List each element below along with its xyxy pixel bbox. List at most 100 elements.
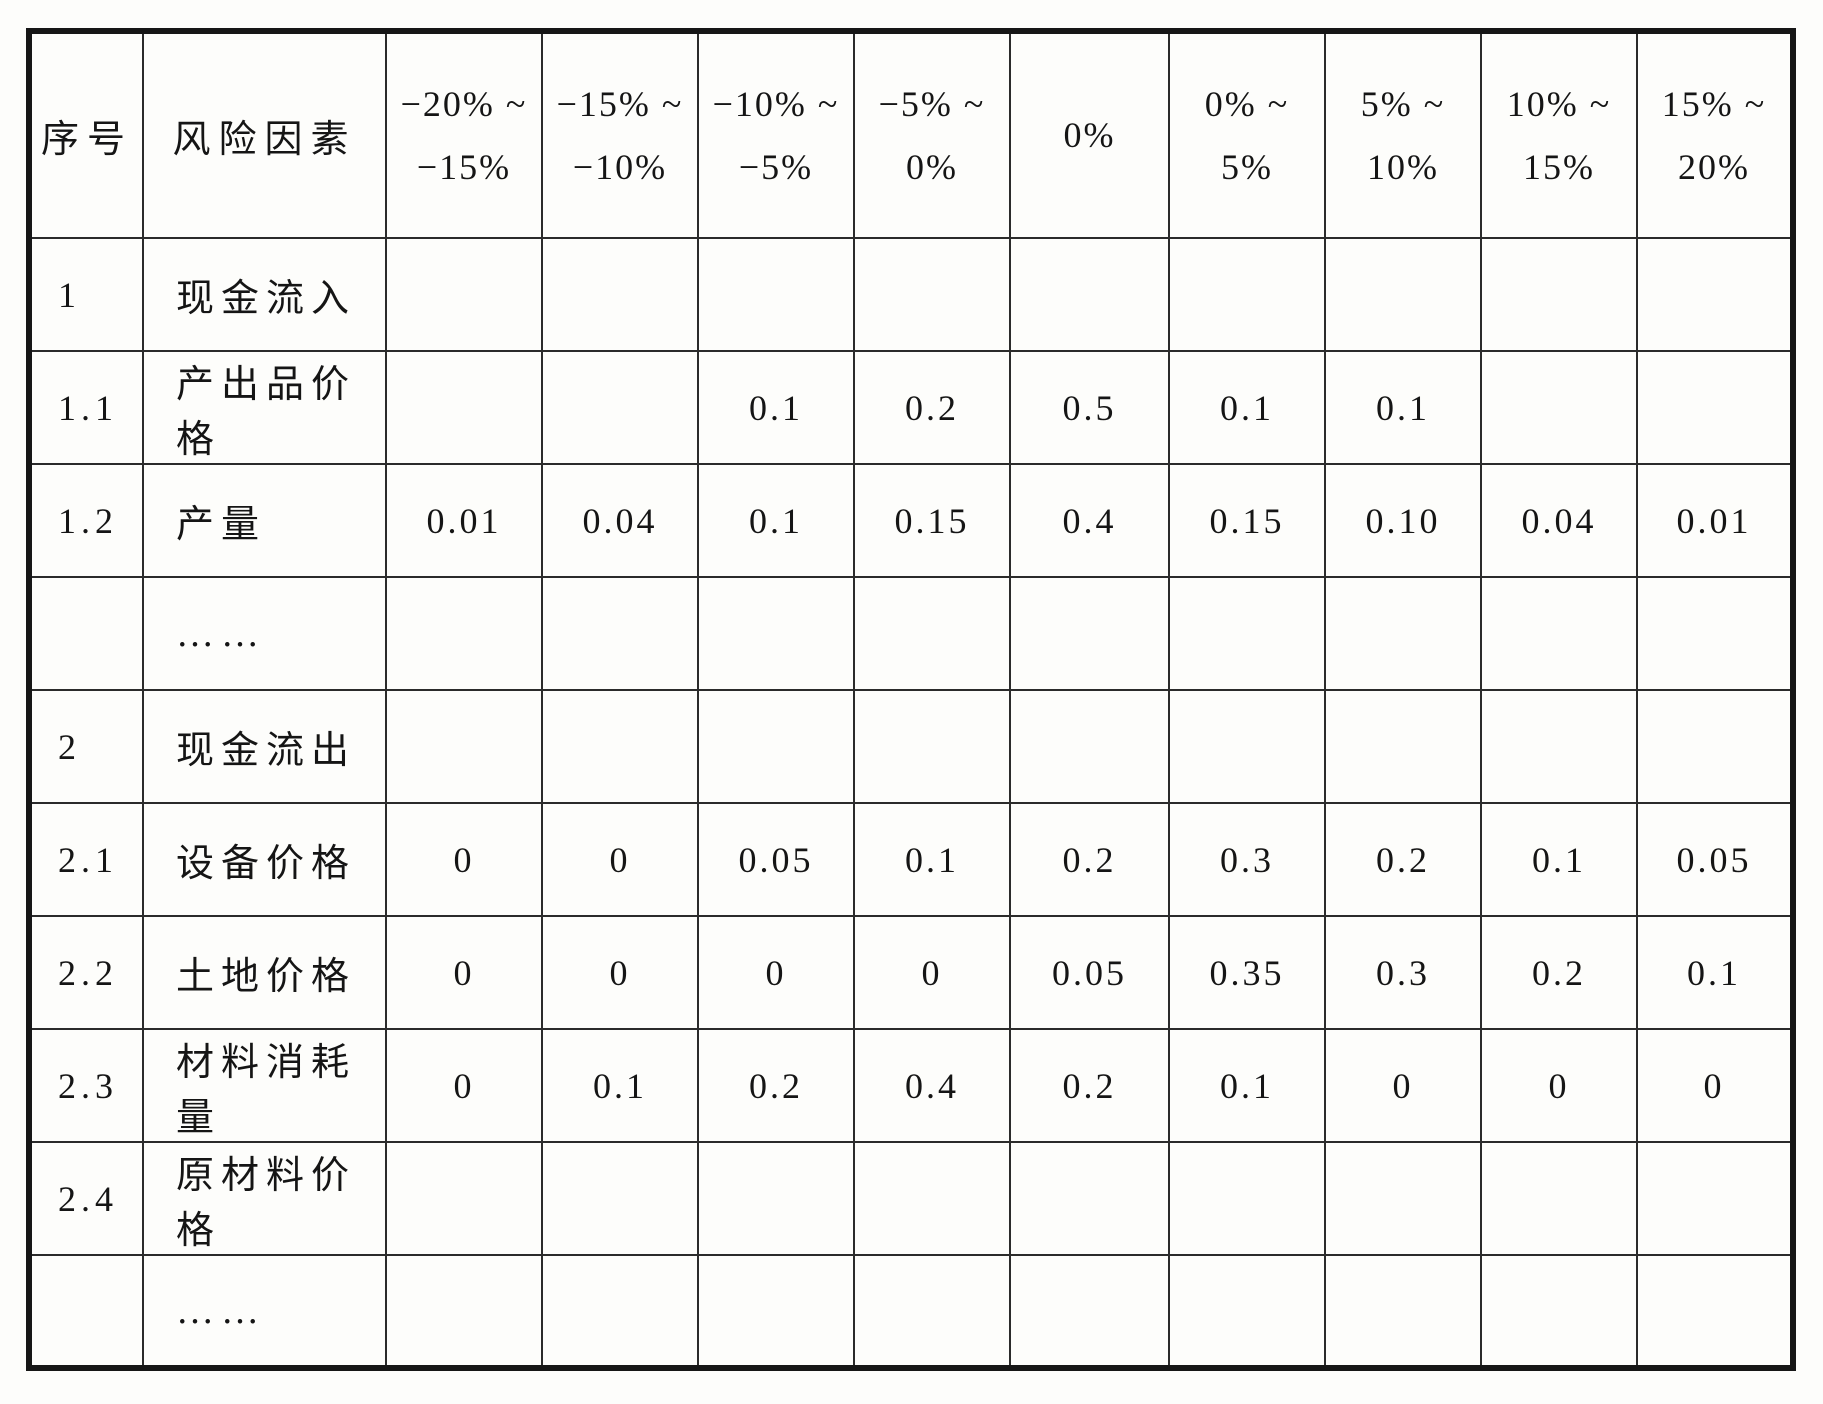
cell-value: 0.2 (1009, 1028, 1170, 1143)
cell-value: 0.01 (385, 463, 543, 578)
cell-value: 0.2 (1324, 802, 1482, 917)
cell-value: 0.2 (697, 1028, 855, 1143)
table-row-land-price: 2.2 土地价格 0 0 0 0 0.05 0.35 0.3 0.2 0.1 (28, 915, 1794, 1030)
cell-value (541, 237, 699, 352)
cell-value (385, 689, 543, 804)
cell-factor: 材料消耗量 (142, 1028, 387, 1143)
cell-value: 0.05 (1009, 915, 1170, 1030)
header-row: 序号 风险因素 −20% ~ −15% −15% ~ −10% −10% ~ −… (28, 30, 1794, 239)
cell-value (1636, 1141, 1794, 1256)
cell-value: 0 (385, 802, 543, 917)
table-row-ellipsis: …… (28, 1254, 1794, 1369)
cell-value: 0.1 (1168, 350, 1326, 465)
cell-factor: 设备价格 (142, 802, 387, 917)
table-header: 序号 风险因素 −20% ~ −15% −15% ~ −10% −10% ~ −… (28, 30, 1794, 239)
cell-value (1324, 1254, 1482, 1369)
cell-value (853, 237, 1011, 352)
col-header-range-neg15-neg10: −15% ~ −10% (541, 30, 699, 239)
cell-value (1480, 1254, 1638, 1369)
cell-value (541, 350, 699, 465)
col-header-range-5-10: 5% ~ 10% (1324, 30, 1482, 239)
cell-value: 0.4 (1009, 463, 1170, 578)
cell-value: 0.04 (1480, 463, 1638, 578)
cell-value: 0 (853, 915, 1011, 1030)
cell-factor: 土地价格 (142, 915, 387, 1030)
cell-value (697, 237, 855, 352)
cell-value: 0.3 (1168, 802, 1326, 917)
col-header-range-10-15: 10% ~ 15% (1480, 30, 1638, 239)
cell-value: 0 (541, 915, 699, 1030)
table-body: 1 现金流入 1.1 产出品价格 0.1 0.2 0.5 0. (28, 237, 1794, 1369)
col-header-range-15-20: 15% ~ 20% (1636, 30, 1794, 239)
col-header-range-neg10-neg5: −10% ~ −5% (697, 30, 855, 239)
cell-factor: 现金流出 (142, 689, 387, 804)
risk-factor-probability-table: 序号 风险因素 −20% ~ −15% −15% ~ −10% −10% ~ −… (26, 28, 1796, 1371)
cell-value: 0 (1636, 1028, 1794, 1143)
cell-value: 0.1 (1168, 1028, 1326, 1143)
table-row-output-quantity: 1.2 产量 0.01 0.04 0.1 0.15 0.4 0.15 0.10 … (28, 463, 1794, 578)
table-row-raw-material-price: 2.4 原材料价格 (28, 1141, 1794, 1256)
cell-value (385, 237, 543, 352)
cell-value (1636, 237, 1794, 352)
cell-value (853, 1254, 1011, 1369)
cell-value (1324, 576, 1482, 691)
cell-value: 0 (385, 1028, 543, 1143)
cell-value (1009, 1141, 1170, 1256)
cell-value: 0.1 (1480, 802, 1638, 917)
cell-value (541, 1254, 699, 1369)
table-row-ellipsis: …… (28, 576, 1794, 691)
cell-serial: 2 (28, 689, 144, 804)
cell-value (1636, 576, 1794, 691)
cell-value (697, 1254, 855, 1369)
cell-value (697, 689, 855, 804)
cell-value: 0.1 (697, 350, 855, 465)
cell-serial: 1.2 (28, 463, 144, 578)
col-header-range-neg5-0: −5% ~ 0% (853, 30, 1011, 239)
cell-value: 0 (385, 915, 543, 1030)
cell-value (1480, 350, 1638, 465)
table-row-cash-inflow: 1 现金流入 (28, 237, 1794, 352)
cell-value (1009, 1254, 1170, 1369)
cell-value (1480, 576, 1638, 691)
cell-serial: 1 (28, 237, 144, 352)
cell-value (853, 576, 1011, 691)
col-header-range-0: 0% (1009, 30, 1170, 239)
cell-factor: 产出品价格 (142, 350, 387, 465)
cell-value (1009, 237, 1170, 352)
cell-factor: 现金流入 (142, 237, 387, 352)
cell-value: 0 (541, 802, 699, 917)
cell-value: 0.10 (1324, 463, 1482, 578)
cell-serial: 2.1 (28, 802, 144, 917)
table-row-material-consumption: 2.3 材料消耗量 0 0.1 0.2 0.4 0.2 0.1 0 0 0 (28, 1028, 1794, 1143)
cell-value: 0.01 (1636, 463, 1794, 578)
table-row-equipment-price: 2.1 设备价格 0 0 0.05 0.1 0.2 0.3 0.2 0.1 0.… (28, 802, 1794, 917)
cell-value (853, 1141, 1011, 1256)
cell-value: 0.2 (853, 350, 1011, 465)
cell-value: 0 (697, 915, 855, 1030)
cell-value: 0.05 (1636, 802, 1794, 917)
cell-value (697, 576, 855, 691)
cell-value (1480, 237, 1638, 352)
cell-value (1636, 350, 1794, 465)
cell-serial: 1.1 (28, 350, 144, 465)
cell-value (385, 1141, 543, 1256)
col-header-range-neg20-neg15: −20% ~ −15% (385, 30, 543, 239)
cell-value (1636, 689, 1794, 804)
cell-value: 0.05 (697, 802, 855, 917)
cell-value: 0.04 (541, 463, 699, 578)
cell-value (1168, 237, 1326, 352)
cell-value: 0.3 (1324, 915, 1482, 1030)
cell-value (1480, 689, 1638, 804)
cell-value: 0.35 (1168, 915, 1326, 1030)
cell-factor: …… (142, 576, 387, 691)
cell-serial: 2.3 (28, 1028, 144, 1143)
cell-serial: 2.4 (28, 1141, 144, 1256)
cell-value: 0 (1480, 1028, 1638, 1143)
cell-value (385, 350, 543, 465)
cell-value: 0.1 (541, 1028, 699, 1143)
cell-factor: 原材料价格 (142, 1141, 387, 1256)
cell-value: 0.2 (1480, 915, 1638, 1030)
cell-value (1168, 1254, 1326, 1369)
cell-value: 0.2 (1009, 802, 1170, 917)
